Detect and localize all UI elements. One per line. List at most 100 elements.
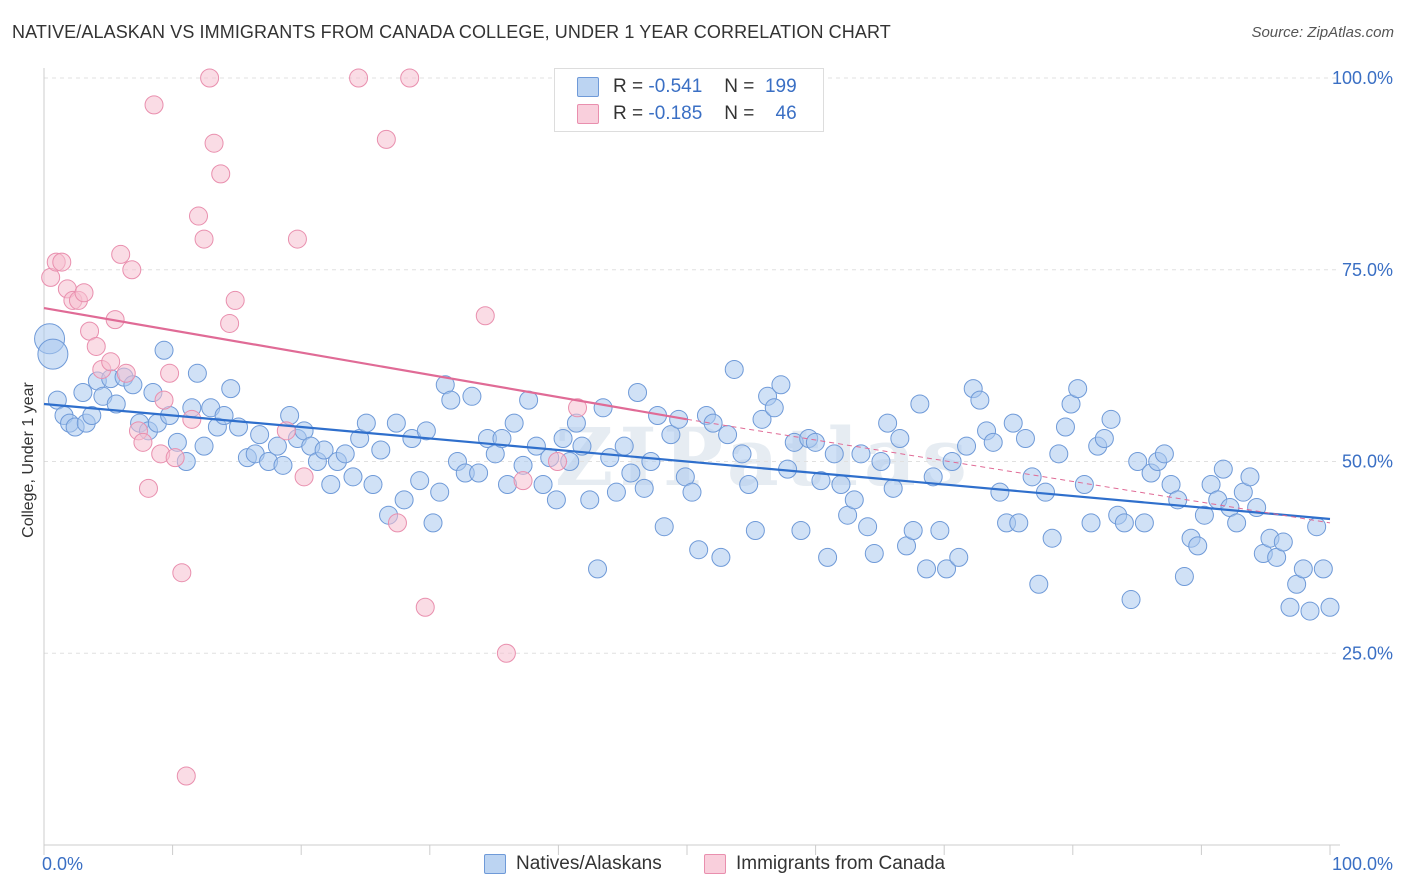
- canada-point: [133, 432, 153, 452]
- native-point: [910, 394, 930, 414]
- native-point: [106, 394, 126, 414]
- legend-swatch-blue: [577, 77, 599, 97]
- bottom-legend-label: Immigrants from Canada: [736, 853, 946, 874]
- native-point: [410, 471, 430, 491]
- canada-point: [194, 229, 214, 249]
- native-point: [386, 413, 406, 433]
- native-point: [983, 432, 1003, 452]
- native-trend-line: [43, 402, 1331, 521]
- native-point: [621, 463, 641, 483]
- canada-point: [475, 306, 495, 326]
- native-point: [1174, 567, 1194, 587]
- x-tick-label: 100.0%: [1332, 854, 1393, 874]
- native-point: [394, 490, 414, 510]
- native-point: [280, 405, 300, 425]
- native-point: [267, 436, 287, 456]
- native-point: [1022, 467, 1042, 487]
- canada-point: [101, 352, 121, 372]
- native-point: [194, 436, 214, 456]
- native-point: [363, 475, 383, 495]
- y-tick-label: 75.0%: [1342, 260, 1393, 280]
- native-point: [883, 478, 903, 498]
- bottom-legend-canada: Immigrants from Canada: [704, 852, 945, 876]
- native-point: [343, 467, 363, 487]
- canada-point: [211, 164, 231, 184]
- native-point: [221, 379, 241, 399]
- native-point: [1049, 444, 1069, 464]
- canada-point: [496, 643, 516, 663]
- chart-title: NATIVE/ALASKAN VS IMMIGRANTS FROM CANADA…: [12, 22, 891, 42]
- data-points: [34, 68, 1340, 786]
- legend-n-value: 199: [764, 76, 797, 97]
- native-point: [791, 521, 811, 541]
- legend-n-value: 46: [775, 103, 797, 124]
- native-point: [923, 467, 943, 487]
- y-axis-label: College, Under 1 year: [20, 382, 37, 538]
- canada-point: [200, 68, 220, 88]
- native-point: [273, 455, 293, 475]
- native-point: [614, 436, 634, 456]
- native-point: [606, 482, 626, 502]
- canada-trend-extension: [686, 418, 1331, 524]
- native-point: [73, 382, 93, 402]
- native-point: [1320, 597, 1340, 617]
- native-point: [588, 559, 608, 579]
- native-point: [937, 559, 957, 579]
- native-point: [1313, 559, 1333, 579]
- canada-point: [204, 133, 224, 153]
- native-point: [492, 428, 512, 448]
- native-point: [1194, 505, 1214, 525]
- native-point: [957, 436, 977, 456]
- native-point: [1293, 559, 1313, 579]
- native-point: [1055, 417, 1075, 437]
- legend-r-label: R =: [613, 76, 644, 97]
- canada-point: [513, 471, 533, 491]
- native-point: [321, 475, 341, 495]
- native-point: [752, 409, 772, 429]
- native-point: [654, 517, 674, 537]
- native-point: [1074, 475, 1094, 495]
- native-point: [1213, 459, 1233, 479]
- native-point: [634, 478, 654, 498]
- native-point: [314, 440, 334, 460]
- legend-row-canada: R = -0.185 N = 46: [577, 102, 797, 126]
- native-point: [930, 521, 950, 541]
- canada-point: [74, 283, 94, 303]
- native-point: [890, 428, 910, 448]
- legend-r-value: -0.541: [648, 76, 703, 97]
- canada-point: [220, 313, 240, 333]
- native-point: [739, 475, 759, 495]
- canada-point: [548, 452, 568, 471]
- native-point: [1273, 532, 1293, 552]
- native-point: [942, 452, 962, 471]
- native-point: [441, 390, 461, 410]
- native-point: [628, 382, 648, 402]
- canada-point: [86, 336, 106, 356]
- native-point: [871, 452, 891, 471]
- native-point: [745, 521, 765, 541]
- native-point: [764, 398, 784, 418]
- legend-n-label: N =: [724, 76, 755, 97]
- canada-point: [225, 290, 245, 310]
- y-tick-label: 25.0%: [1342, 643, 1393, 663]
- canada-point: [415, 597, 435, 617]
- y-tick-label: 100.0%: [1332, 68, 1393, 88]
- native-point: [600, 448, 620, 468]
- legend-r-label: R =: [613, 103, 644, 124]
- legend-swatch-pink: [577, 104, 599, 124]
- native-point: [718, 425, 738, 445]
- canada-point: [176, 766, 196, 786]
- native-point: [371, 440, 391, 460]
- native-point: [703, 413, 723, 433]
- native-point: [805, 432, 825, 452]
- native-point: [732, 444, 752, 464]
- native-point: [593, 398, 613, 418]
- legend-n-label: N =: [724, 103, 755, 124]
- native-point: [771, 375, 791, 395]
- native-point: [1128, 452, 1148, 471]
- native-point: [824, 444, 844, 464]
- native-point: [462, 386, 482, 406]
- native-point: [811, 471, 831, 491]
- native-point: [1280, 597, 1300, 617]
